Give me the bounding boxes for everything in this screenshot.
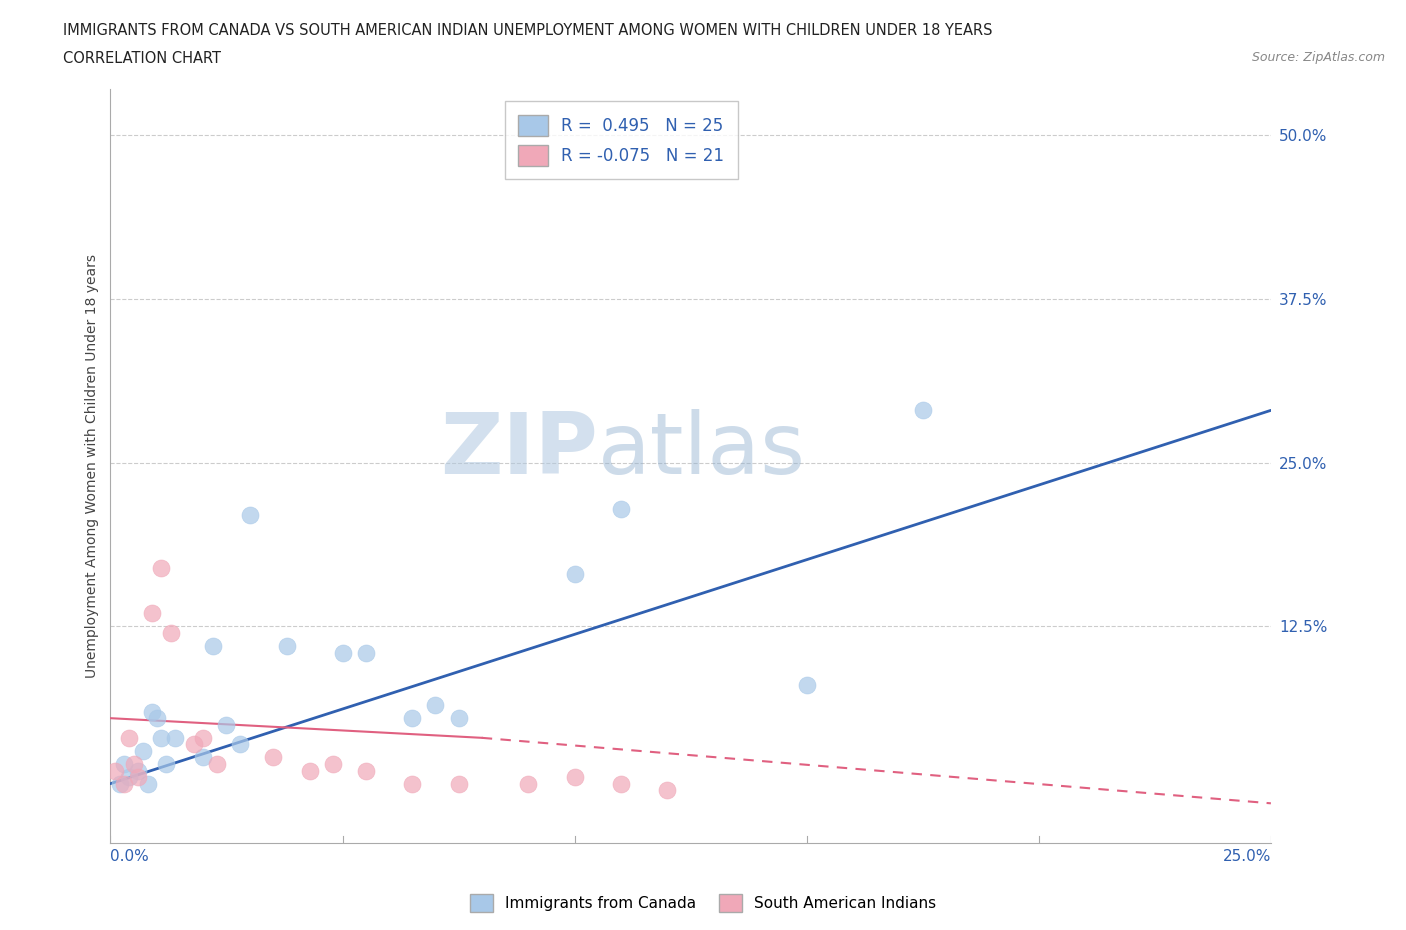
Text: 0.0%: 0.0% <box>111 849 149 864</box>
Point <box>517 777 540 791</box>
Point <box>276 639 298 654</box>
Point <box>796 678 818 693</box>
Point <box>205 757 228 772</box>
Point <box>141 606 163 621</box>
Point <box>122 757 145 772</box>
Point <box>447 777 470 791</box>
Text: 25.0%: 25.0% <box>1223 849 1271 864</box>
Point <box>112 777 135 791</box>
Legend: R =  0.495   N = 25, R = -0.075   N = 21: R = 0.495 N = 25, R = -0.075 N = 21 <box>505 101 738 179</box>
Point <box>201 639 224 654</box>
Text: CORRELATION CHART: CORRELATION CHART <box>63 51 221 66</box>
Point <box>911 403 934 418</box>
Point <box>564 566 586 581</box>
Point <box>118 770 141 785</box>
Point <box>150 730 173 745</box>
Point <box>141 704 163 719</box>
Point <box>132 743 155 758</box>
Point <box>657 783 679 798</box>
Point <box>332 645 354 660</box>
Text: Source: ZipAtlas.com: Source: ZipAtlas.com <box>1251 51 1385 64</box>
Point <box>136 777 159 791</box>
Point <box>112 757 135 772</box>
Point <box>104 764 127 778</box>
Text: ZIP: ZIP <box>440 409 598 493</box>
Point <box>401 711 423 725</box>
Point <box>215 717 238 732</box>
Point <box>401 777 423 791</box>
Y-axis label: Unemployment Among Women with Children Under 18 years: Unemployment Among Women with Children U… <box>86 254 100 678</box>
Point <box>108 777 131 791</box>
Point <box>127 770 149 785</box>
Point <box>354 764 377 778</box>
Point <box>239 508 262 523</box>
Point <box>155 757 177 772</box>
Point <box>193 730 215 745</box>
Point <box>610 777 633 791</box>
Point <box>193 750 215 764</box>
Point <box>159 626 181 641</box>
Point <box>354 645 377 660</box>
Legend: Immigrants from Canada, South American Indians: Immigrants from Canada, South American I… <box>464 888 942 918</box>
Point <box>229 737 252 751</box>
Point <box>564 770 586 785</box>
Point <box>150 560 173 575</box>
Point <box>165 730 187 745</box>
Point <box>262 750 284 764</box>
Text: atlas: atlas <box>598 409 806 493</box>
Point <box>183 737 205 751</box>
Point <box>322 757 344 772</box>
Point <box>298 764 321 778</box>
Point <box>127 764 149 778</box>
Point <box>447 711 470 725</box>
Point <box>146 711 169 725</box>
Point <box>610 501 633 516</box>
Point <box>118 730 141 745</box>
Point <box>425 698 447 712</box>
Text: IMMIGRANTS FROM CANADA VS SOUTH AMERICAN INDIAN UNEMPLOYMENT AMONG WOMEN WITH CH: IMMIGRANTS FROM CANADA VS SOUTH AMERICAN… <box>63 23 993 38</box>
